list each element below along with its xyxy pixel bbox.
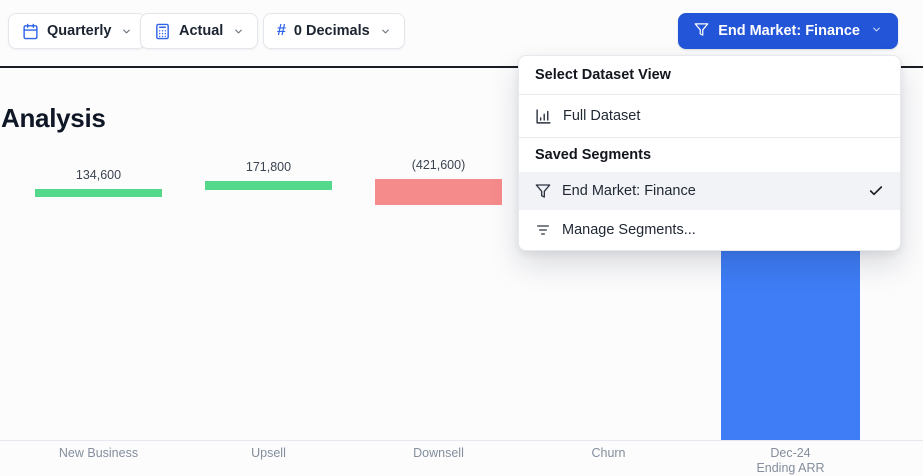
segment-filter-button[interactable]: End Market: Finance xyxy=(678,13,898,49)
bar-chart-icon xyxy=(535,108,552,125)
chevron-down-icon xyxy=(871,23,882,39)
chevron-down-icon xyxy=(380,26,391,37)
waterfall-bar-upsell xyxy=(205,181,332,190)
x-axis-label-upsell: Upsell xyxy=(251,446,286,460)
menu-divider xyxy=(519,137,900,138)
header-divider xyxy=(0,66,923,68)
x-axis-line xyxy=(0,440,923,441)
chevron-down-icon xyxy=(233,26,244,37)
chevron-down-icon xyxy=(121,26,132,37)
period-dropdown-label: Quarterly xyxy=(47,23,112,39)
waterfall-bar-dec-24-ending-arr xyxy=(721,247,860,440)
menu-divider xyxy=(519,94,900,95)
filter-lines-icon xyxy=(535,222,551,238)
x-axis-label-dec-24-ending-arr: Dec-24 Ending ARR xyxy=(756,446,825,475)
mode-dropdown-label: Actual xyxy=(179,23,224,39)
toolbar: Quarterly Actual # 0 Decimals End Market… xyxy=(0,0,923,66)
menu-item-manage-label: Manage Segments... xyxy=(562,222,696,238)
saved-segments-header: Saved Segments xyxy=(535,147,652,163)
mode-dropdown-button[interactable]: Actual xyxy=(140,13,259,49)
funnel-icon xyxy=(535,183,551,199)
segment-filter-label: End Market: Finance xyxy=(718,23,860,39)
menu-item-full-dataset-label: Full Dataset xyxy=(563,108,641,124)
page-title: Analysis xyxy=(1,103,106,133)
bar-value-new-business: 134,600 xyxy=(75,168,122,182)
menu-title: Select Dataset View xyxy=(535,67,671,83)
menu-item-segment-finance[interactable]: End Market: Finance xyxy=(519,172,900,210)
decimals-dropdown-label: 0 Decimals xyxy=(293,23,370,39)
menu-item-manage-segments[interactable]: Manage Segments... xyxy=(519,210,900,250)
menu-item-full-dataset[interactable]: Full Dataset xyxy=(519,95,900,137)
bar-value-upsell: 171,800 xyxy=(245,160,292,174)
hash-icon: # xyxy=(277,22,286,39)
calendar-icon xyxy=(22,23,39,40)
x-axis-label-downsell: Downsell xyxy=(413,446,464,460)
x-axis-label-churn: Churn xyxy=(591,446,626,460)
period-dropdown-button[interactable]: Quarterly xyxy=(8,13,147,49)
menu-item-segment-label: End Market: Finance xyxy=(562,183,696,199)
bar-value-downsell: (421,600) xyxy=(411,158,466,172)
waterfall-bar-downsell xyxy=(375,179,502,205)
waterfall-bar-new-business xyxy=(35,189,162,197)
dataset-view-menu: Select Dataset View Full Dataset Saved S… xyxy=(518,55,901,251)
x-axis-label-new-business: New Business xyxy=(58,446,139,460)
funnel-icon xyxy=(694,22,709,41)
decimals-dropdown-button[interactable]: # 0 Decimals xyxy=(263,13,405,49)
calculator-icon xyxy=(154,23,171,40)
check-icon xyxy=(868,183,884,199)
